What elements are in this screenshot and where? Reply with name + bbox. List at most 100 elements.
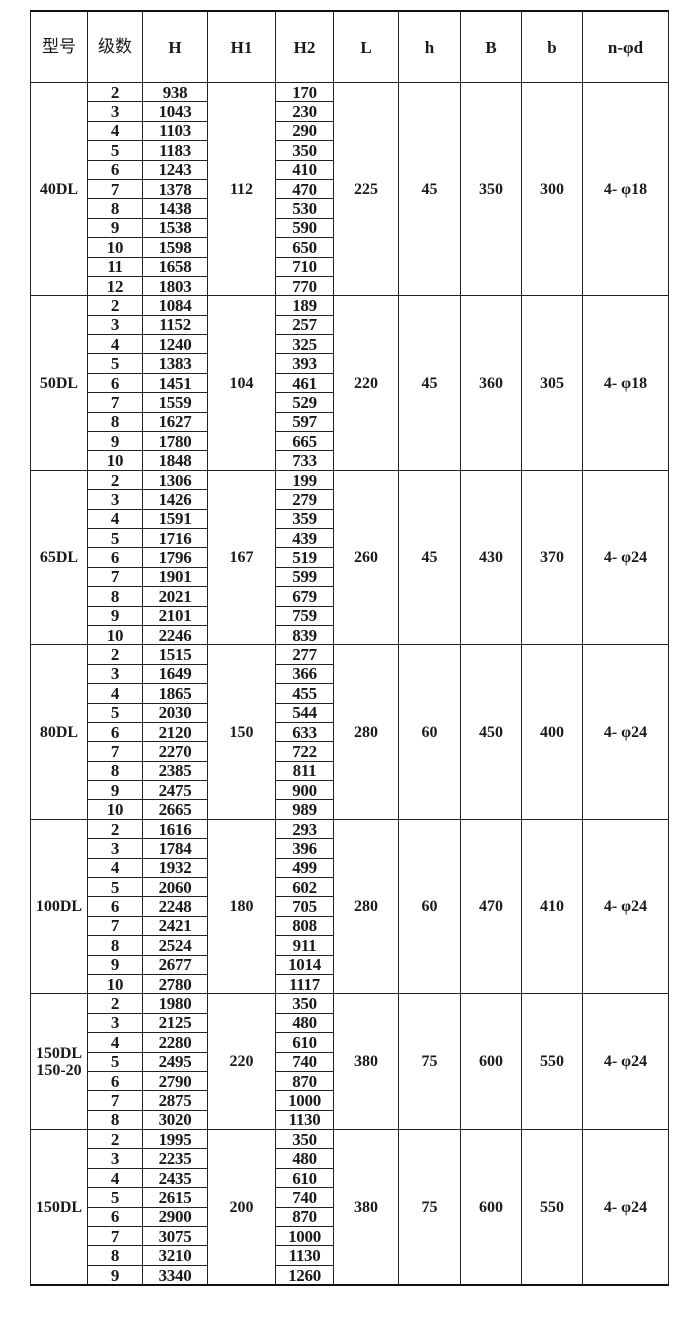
H1-cell: 220 [207, 993, 276, 1131]
B-cell: 600 [460, 993, 522, 1131]
table-row: 7 1901 599 [31, 566, 669, 588]
H2-cell: 1117 [275, 973, 334, 995]
stages-cell: 6 [87, 721, 143, 743]
stages-cell: 2 [87, 295, 143, 316]
nd-cell: 4- φ18 [582, 295, 669, 471]
stages-cell: 5 [87, 1187, 143, 1208]
nd-cell: 4- φ24 [582, 644, 669, 820]
header-b: b [521, 10, 583, 83]
table-row: 6 2248 705 [31, 896, 669, 917]
H2-cell: 597 [275, 411, 334, 433]
H2-cell: 350 [275, 1129, 334, 1150]
H1-cell: 167 [207, 469, 276, 646]
table-row: 7 2270 722 [31, 741, 669, 762]
header-H: H [142, 10, 208, 83]
model-cell: 80DL [30, 644, 88, 820]
H-cell: 2021 [142, 586, 208, 607]
H2-cell: 393 [275, 353, 334, 374]
stages-cell: 6 [87, 896, 143, 917]
H-cell: 1306 [142, 469, 208, 491]
stages-cell: 2 [87, 81, 143, 103]
h-cell: 60 [398, 818, 461, 995]
stages-cell: 2 [87, 818, 143, 840]
H-cell: 1451 [142, 372, 208, 394]
header-row: 型号 级数 H H1 H2 L h B b n-φd [30, 10, 669, 83]
stages-cell: 4 [87, 683, 143, 704]
H-cell: 1559 [142, 392, 208, 413]
stages-cell: 2 [87, 993, 143, 1014]
b-cell: 550 [521, 1129, 583, 1286]
H-cell: 1243 [142, 159, 208, 180]
H2-cell: 839 [275, 624, 334, 646]
stages-cell: 7 [87, 392, 143, 413]
H2-cell: 530 [275, 198, 334, 219]
table-row: 4 1103 290 [31, 120, 669, 142]
H2-cell: 1000 [275, 1226, 334, 1247]
H2-cell: 470 [275, 178, 334, 200]
H2-cell: 602 [275, 877, 334, 898]
stages-cell: 3 [87, 489, 143, 510]
stages-cell: 12 [87, 275, 143, 297]
table-row: 65DL 2 1306 167 199 260 45 430 370 4- φ24 [30, 469, 669, 646]
table-row: 9 2677 1014 [31, 954, 669, 975]
H-cell: 3075 [142, 1226, 208, 1247]
H-cell: 2665 [142, 799, 208, 820]
H2-cell: 633 [275, 721, 334, 743]
table-row: 8 3210 1130 [31, 1245, 669, 1266]
stages-cell: 4 [87, 334, 143, 355]
stages-cell: 5 [87, 140, 143, 161]
header-H2: H2 [275, 10, 334, 83]
stages-cell: 3 [87, 663, 143, 685]
table-row: 4 1240 325 [31, 334, 669, 355]
B-cell: 360 [460, 295, 522, 471]
model-cell: 40DL [30, 81, 88, 297]
table-row: 10 1598 650 [31, 237, 669, 258]
stages-cell: 3 [87, 314, 143, 336]
H1-cell: 200 [207, 1129, 276, 1286]
H2-cell: 277 [275, 644, 334, 665]
H-cell: 1043 [142, 101, 208, 122]
stages-cell: 3 [87, 101, 143, 122]
table-row: 9 1538 590 [31, 217, 669, 239]
H-cell: 3210 [142, 1245, 208, 1266]
stages-cell: 9 [87, 780, 143, 801]
H-cell: 1616 [142, 818, 208, 840]
B-cell: 470 [460, 818, 522, 995]
H2-cell: 544 [275, 702, 334, 723]
H1-cell: 150 [207, 644, 276, 820]
stages-cell: 6 [87, 1206, 143, 1228]
H2-cell: 740 [275, 1051, 334, 1072]
header-L: L [333, 10, 399, 83]
H-cell: 1649 [142, 663, 208, 685]
nd-cell: 4- φ24 [582, 993, 669, 1131]
stages-cell: 4 [87, 1032, 143, 1053]
table-row: 8 2021 679 [31, 586, 669, 607]
H-cell: 1183 [142, 140, 208, 161]
table-row: 6 2900 870 [31, 1206, 669, 1228]
table-row: 10 2246 839 [31, 624, 669, 646]
H-cell: 2246 [142, 624, 208, 646]
H2-cell: 770 [275, 275, 334, 297]
stages-cell: 9 [87, 217, 143, 239]
H2-cell: 1014 [275, 954, 334, 975]
header-nd: n-φd [582, 10, 669, 83]
H-cell: 1848 [142, 450, 208, 471]
H-cell: 2060 [142, 877, 208, 898]
table-row: 5 2030 544 [31, 702, 669, 723]
H2-cell: 499 [275, 857, 334, 879]
stages-cell: 5 [87, 527, 143, 549]
H2-cell: 665 [275, 431, 334, 452]
stages-cell: 5 [87, 702, 143, 723]
H2-cell: 350 [275, 993, 334, 1014]
stages-cell: 4 [87, 508, 143, 529]
H2-cell: 650 [275, 237, 334, 258]
table-row: 50DL 2 1084 104 189 220 45 360 305 4- φ18 [30, 295, 669, 471]
H-cell: 1598 [142, 237, 208, 258]
stages-cell: 6 [87, 372, 143, 394]
model-cell: 150DL 150-20 [30, 993, 88, 1131]
H-cell: 1084 [142, 295, 208, 316]
H-cell: 2280 [142, 1032, 208, 1053]
H-cell: 3340 [142, 1264, 208, 1286]
H2-cell: 290 [275, 120, 334, 142]
H-cell: 1438 [142, 198, 208, 219]
